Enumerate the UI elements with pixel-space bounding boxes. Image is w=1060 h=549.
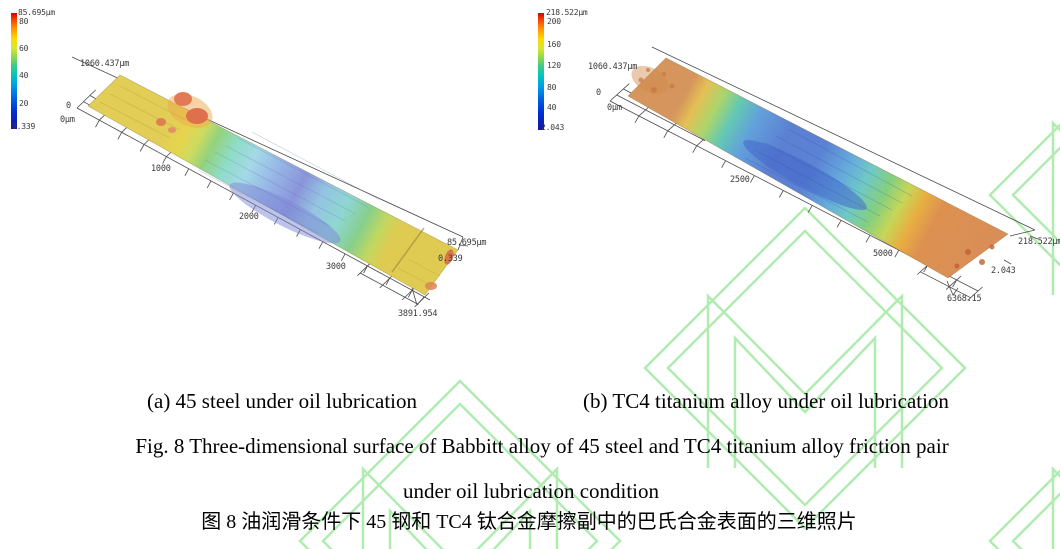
axis-b-height-min-label: 2.043 bbox=[991, 266, 1016, 276]
axis-b-width-label: 1060.437μm bbox=[588, 62, 638, 72]
surface-a-detail bbox=[99, 85, 454, 290]
figure-caption-line1: Fig. 8 Three-dimensional surface of Babb… bbox=[135, 434, 949, 458]
axis-b-origin-unit-label: 0μm bbox=[607, 103, 622, 113]
axis-a-origin-label: 0 bbox=[66, 101, 71, 111]
colorbar-b-min-label: 2.043 bbox=[541, 123, 565, 132]
axis-b-origin-label: 0 bbox=[596, 88, 601, 98]
axis-a-length-end-label: 3891.954 bbox=[398, 309, 438, 319]
surface-b bbox=[627, 57, 1009, 279]
panel-a-graphics bbox=[11, 13, 469, 308]
axis-b-tick-label: 2500 bbox=[730, 175, 750, 185]
colorbar-a-tick-label: 80 bbox=[19, 17, 29, 26]
subcaption-b: (b) TC4 titanium alloy under oil lubrica… bbox=[583, 389, 949, 413]
axis-b-tick-label: 5000 bbox=[873, 249, 893, 259]
figure-caption-line2: under oil lubrication condition bbox=[402, 479, 660, 503]
axis-a-height-min-label: 0.339 bbox=[438, 254, 463, 264]
figure-caption-chinese: 图 8 油润滑条件下 45 钢和 TC4 钛合金摩擦副中的巴氏合金表面的三维照片 bbox=[201, 511, 857, 533]
axis-b-height-max-label: 218.522μm bbox=[1018, 237, 1060, 247]
colorbar-a-tick-label: 40 bbox=[19, 71, 29, 80]
axis-a-origin-unit-label: 0μm bbox=[60, 115, 75, 125]
colorbar-b-max-label: 218.522μm bbox=[546, 8, 588, 17]
colorbar-b-tick-label: 160 bbox=[547, 40, 561, 49]
colorbar-a bbox=[11, 13, 17, 129]
colorbar-a-tick-label: 20 bbox=[19, 99, 29, 108]
subcaption-a: (a) 45 steel under oil lubrication bbox=[147, 389, 417, 413]
colorbar-b-tick-label: 120 bbox=[547, 61, 561, 70]
axis-a-height-max-label: 85.695μm bbox=[447, 238, 487, 248]
axes-b bbox=[609, 46, 1039, 301]
axis-a-tick-label: 1000 bbox=[151, 164, 171, 174]
colorbar-b-tick-label: 40 bbox=[547, 103, 557, 112]
axis-a-tick-label: 2000 bbox=[239, 212, 259, 222]
colorbar-b-tick-label: 80 bbox=[547, 83, 557, 92]
colorbar-a-min-label: 0.339 bbox=[12, 122, 36, 131]
colorbar-a-tick-label: 60 bbox=[19, 44, 29, 53]
axis-b-length-end-label: 6368.15 bbox=[947, 294, 982, 304]
panel-b-graphics bbox=[538, 13, 1039, 301]
surface-a bbox=[87, 74, 459, 296]
colorbar-a-max-label: 85.695μm bbox=[18, 8, 55, 17]
axis-a-width-label: 1060.437μm bbox=[80, 59, 130, 69]
colorbar-b-tick-label: 200 bbox=[547, 17, 561, 26]
axis-a-tick-label: 3000 bbox=[326, 262, 346, 272]
surface-b-detail bbox=[631, 65, 995, 269]
colorbar-b bbox=[538, 13, 544, 130]
